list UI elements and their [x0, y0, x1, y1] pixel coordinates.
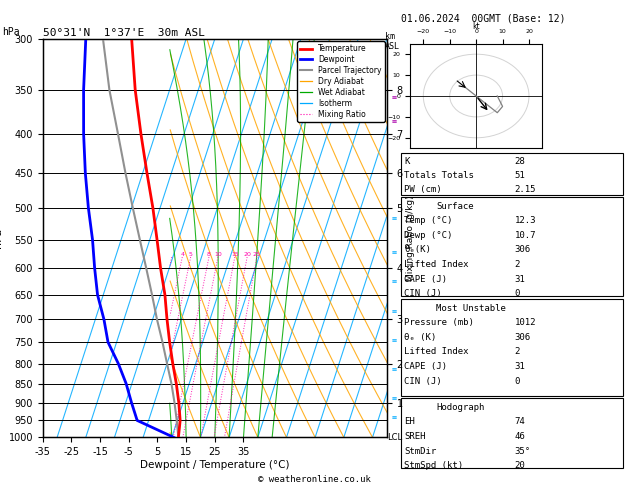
Text: CIN (J): CIN (J): [404, 289, 442, 298]
Text: ≡: ≡: [392, 365, 397, 374]
Text: Most Unstable: Most Unstable: [436, 304, 506, 313]
Text: 306: 306: [515, 245, 531, 255]
Text: Lifted Index: Lifted Index: [404, 260, 469, 269]
Text: 4: 4: [181, 252, 184, 257]
Text: Temp (°C): Temp (°C): [404, 216, 453, 226]
Text: SREH: SREH: [404, 432, 426, 441]
Text: 10.7: 10.7: [515, 231, 536, 240]
Text: 15: 15: [231, 252, 238, 257]
Text: ≡: ≡: [392, 248, 397, 257]
X-axis label: kt: kt: [472, 22, 480, 31]
Text: StmDir: StmDir: [404, 447, 437, 456]
Text: Totals Totals: Totals Totals: [404, 171, 474, 180]
Text: 25: 25: [253, 252, 261, 257]
Text: 5: 5: [189, 252, 192, 257]
Text: 20: 20: [243, 252, 251, 257]
Text: 8: 8: [207, 252, 211, 257]
Text: 2: 2: [515, 260, 520, 269]
Text: ≡: ≡: [392, 336, 397, 345]
Text: 0: 0: [515, 377, 520, 386]
Y-axis label: hPa: hPa: [0, 228, 3, 248]
Legend: Temperature, Dewpoint, Parcel Trajectory, Dry Adiabat, Wet Adiabat, Isotherm, Mi: Temperature, Dewpoint, Parcel Trajectory…: [298, 41, 384, 121]
Text: 28: 28: [515, 157, 525, 167]
Text: K: K: [404, 157, 410, 167]
Text: CAPE (J): CAPE (J): [404, 362, 447, 371]
Text: 35°: 35°: [515, 447, 531, 456]
Text: EH: EH: [404, 417, 415, 427]
Text: © weatheronline.co.uk: © weatheronline.co.uk: [258, 474, 371, 484]
Text: CIN (J): CIN (J): [404, 377, 442, 386]
Text: 20: 20: [515, 461, 525, 470]
Text: θₑ(K): θₑ(K): [404, 245, 431, 255]
Text: 74: 74: [515, 417, 525, 427]
Text: hPa: hPa: [2, 27, 19, 37]
Text: 51: 51: [515, 171, 525, 180]
Y-axis label: Mixing Ratio (g/kg): Mixing Ratio (g/kg): [406, 195, 415, 281]
Text: StmSpd (kt): StmSpd (kt): [404, 461, 464, 470]
Text: 31: 31: [515, 275, 525, 284]
Text: 306: 306: [515, 333, 531, 342]
Text: PW (cm): PW (cm): [404, 185, 442, 194]
Text: Pressure (mb): Pressure (mb): [404, 318, 474, 328]
Text: 2: 2: [515, 347, 520, 357]
Text: Hodograph: Hodograph: [436, 403, 484, 412]
Text: 01.06.2024  00GMT (Base: 12): 01.06.2024 00GMT (Base: 12): [401, 14, 566, 24]
Text: ≡: ≡: [392, 394, 397, 403]
Text: 50°31'N  1°37'E  30m ASL: 50°31'N 1°37'E 30m ASL: [43, 28, 205, 38]
Text: 2.15: 2.15: [515, 185, 536, 194]
X-axis label: Dewpoint / Temperature (°C): Dewpoint / Temperature (°C): [140, 460, 289, 470]
Text: km
ASL: km ASL: [385, 32, 400, 51]
Text: CAPE (J): CAPE (J): [404, 275, 447, 284]
Text: 1012: 1012: [515, 318, 536, 328]
Text: ≡: ≡: [392, 307, 397, 315]
Text: Dewp (°C): Dewp (°C): [404, 231, 453, 240]
Text: ≡: ≡: [392, 93, 397, 102]
Text: ≡: ≡: [392, 214, 397, 223]
Text: LCL: LCL: [387, 433, 402, 442]
Text: 10: 10: [214, 252, 222, 257]
Text: Lifted Index: Lifted Index: [404, 347, 469, 357]
Text: 12.3: 12.3: [515, 216, 536, 226]
Text: θₑ (K): θₑ (K): [404, 333, 437, 342]
Text: ≡: ≡: [392, 414, 397, 422]
Text: Surface: Surface: [436, 202, 474, 211]
Text: ≡: ≡: [392, 278, 397, 286]
Text: 31: 31: [515, 362, 525, 371]
Text: 46: 46: [515, 432, 525, 441]
Text: ≡: ≡: [392, 117, 397, 126]
Text: 0: 0: [515, 289, 520, 298]
